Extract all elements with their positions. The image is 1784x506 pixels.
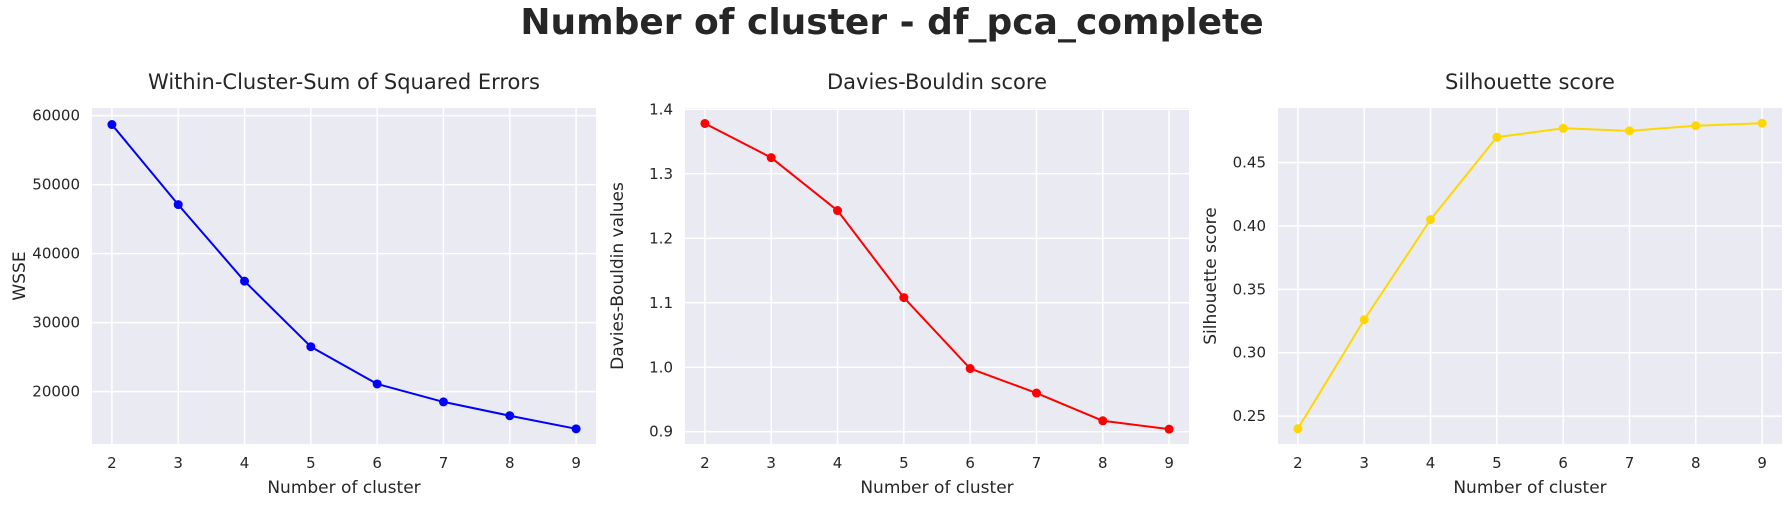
davies-bouldin-x-tick-label: 3 xyxy=(766,454,776,472)
wsse-x-tick-label: 3 xyxy=(173,454,183,472)
wsse-data-point xyxy=(173,200,183,210)
davies-bouldin-y-axis-label: Davies-Bouldin values xyxy=(608,182,628,370)
silhouette-data-point xyxy=(1757,118,1767,128)
wsse-data-point xyxy=(438,397,448,407)
wsse-data-point xyxy=(240,276,250,286)
davies-bouldin-data-point xyxy=(1164,424,1174,434)
wsse-y-tick-label: 50000 xyxy=(32,176,80,194)
silhouette-plot-area xyxy=(1278,108,1782,444)
wsse-series-line xyxy=(111,123,577,430)
silhouette-y-tick-label: 0.45 xyxy=(1233,154,1266,172)
wsse-x-axis-label: Number of cluster xyxy=(267,478,420,498)
davies-bouldin-x-tick-label: 7 xyxy=(1032,454,1042,472)
davies-bouldin-data-point xyxy=(1031,388,1041,398)
davies-bouldin-y-tick-label: 1.2 xyxy=(649,229,673,247)
davies-bouldin-y-tick-label: 1.1 xyxy=(649,294,673,312)
silhouette-x-tick-label: 4 xyxy=(1426,454,1436,472)
davies-bouldin-data-point xyxy=(1098,416,1108,426)
silhouette-data-point xyxy=(1492,132,1502,142)
silhouette-x-tick-label: 8 xyxy=(1691,454,1701,472)
silhouette-y-tick-label: 0.25 xyxy=(1233,407,1266,425)
silhouette-data-point xyxy=(1624,126,1634,136)
silhouette-data-point xyxy=(1359,315,1369,325)
davies-bouldin-y-tick-label: 1.3 xyxy=(649,165,673,183)
wsse-x-tick-label: 8 xyxy=(505,454,515,472)
silhouette-data-point xyxy=(1558,123,1568,133)
davies-bouldin-x-axis-label: Number of cluster xyxy=(860,478,1013,498)
davies-bouldin-chart: 2 3 4 5 6 7 8 9 0.9 1.0 1.1 1.2 1.3 1.4 Davies-Bouldin… xyxy=(608,70,1189,498)
davies-bouldin-x-tick-label: 9 xyxy=(1164,454,1174,472)
davies-bouldin-x-tick-label: 8 xyxy=(1098,454,1108,472)
davies-bouldin-plot-area xyxy=(685,108,1189,444)
davies-bouldin-x-tick-label: 2 xyxy=(700,454,710,472)
wsse-chart: 2 3 4 5 6 7 8 9 20000 30000 40000 50000 60000 Within-… xyxy=(10,70,596,498)
wsse-x-tick-label: 2 xyxy=(107,454,117,472)
silhouette-x-tick-label: 7 xyxy=(1625,454,1635,472)
davies-bouldin-series-line xyxy=(704,122,1170,431)
davies-bouldin-x-tick-label: 4 xyxy=(833,454,843,472)
silhouette-x-axis-label: Number of cluster xyxy=(1453,478,1606,498)
silhouette-x-tick-label: 6 xyxy=(1558,454,1568,472)
silhouette-chart: 2 3 4 5 6 7 8 9 0.25 0.30 0.35 0.40 0.45 Silhouette s… xyxy=(1201,70,1782,498)
silhouette-title: Silhouette score xyxy=(1445,70,1615,94)
silhouette-x-tick-label: 9 xyxy=(1757,454,1767,472)
silhouette-y-tick-label: 0.30 xyxy=(1233,344,1266,362)
silhouette-y-tick-label: 0.40 xyxy=(1233,217,1266,235)
wsse-data-point xyxy=(107,120,117,130)
wsse-data-point xyxy=(372,379,382,389)
wsse-y-tick-label: 20000 xyxy=(32,383,80,401)
davies-bouldin-data-point xyxy=(965,364,975,374)
wsse-y-tick-label: 40000 xyxy=(32,245,80,263)
davies-bouldin-data-point xyxy=(766,153,776,163)
wsse-y-axis-label: WSSE xyxy=(10,251,30,300)
figure-title: Number of cluster - df_pca_complete xyxy=(520,2,1264,43)
wsse-x-tick-label: 5 xyxy=(306,454,316,472)
silhouette-data-point xyxy=(1426,215,1436,225)
davies-bouldin-x-tick-label: 6 xyxy=(965,454,975,472)
wsse-x-tick-label: 6 xyxy=(372,454,382,472)
wsse-y-tick-label: 60000 xyxy=(32,107,80,125)
wsse-data-point xyxy=(306,342,316,352)
silhouette-x-tick-label: 2 xyxy=(1293,454,1303,472)
wsse-data-point xyxy=(505,411,515,421)
davies-bouldin-y-tick-label: 0.9 xyxy=(649,423,673,441)
silhouette-y-tick-label: 0.35 xyxy=(1233,280,1266,298)
davies-bouldin-y-tick-label: 1.0 xyxy=(649,358,673,376)
davies-bouldin-data-point xyxy=(700,118,710,128)
silhouette-y-axis-label: Silhouette score xyxy=(1201,207,1221,345)
wsse-x-tick-label: 4 xyxy=(240,454,250,472)
silhouette-series-line xyxy=(1297,122,1763,430)
wsse-plot-area xyxy=(92,108,596,444)
wsse-y-tick-label: 30000 xyxy=(32,314,80,332)
wsse-x-tick-label: 9 xyxy=(571,454,581,472)
wsse-x-tick-label: 7 xyxy=(439,454,449,472)
davies-bouldin-data-point xyxy=(899,293,909,303)
silhouette-x-tick-label: 3 xyxy=(1359,454,1369,472)
davies-bouldin-data-point xyxy=(833,206,843,216)
wsse-title: Within-Cluster-Sum of Squared Errors xyxy=(148,70,540,94)
davies-bouldin-y-tick-label: 1.4 xyxy=(649,100,673,118)
silhouette-x-tick-label: 5 xyxy=(1492,454,1502,472)
wsse-data-point xyxy=(571,424,581,434)
davies-bouldin-title: Davies-Bouldin score xyxy=(827,70,1047,94)
davies-bouldin-x-tick-label: 5 xyxy=(899,454,909,472)
silhouette-data-point xyxy=(1293,424,1303,434)
silhouette-data-point xyxy=(1691,121,1701,131)
